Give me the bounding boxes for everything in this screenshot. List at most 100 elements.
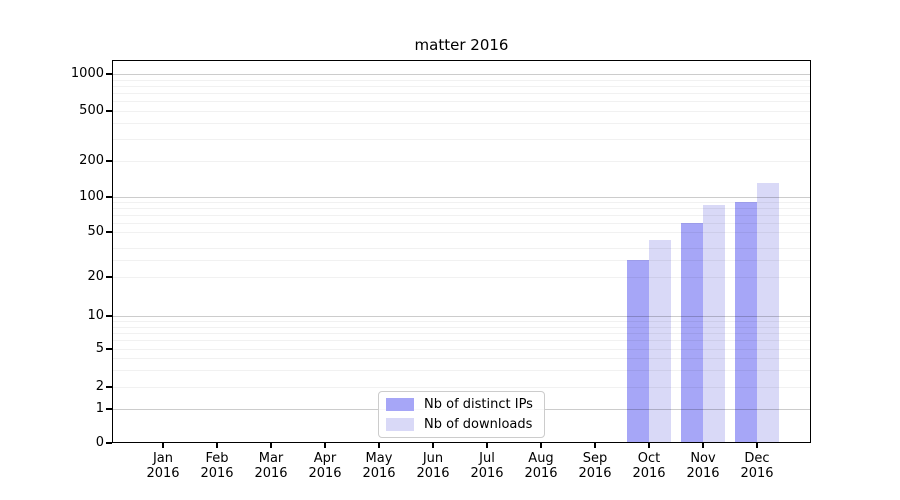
grid-line-minor xyxy=(112,332,811,334)
grid-line-minor xyxy=(112,277,811,278)
grid-line-minor xyxy=(112,370,811,371)
grid-line-minor xyxy=(112,232,811,233)
y-tick-mark xyxy=(106,160,112,162)
x-tick-label: Oct 2016 xyxy=(619,451,679,481)
x-tick-year: 2016 xyxy=(578,466,612,481)
x-tick-year: 2016 xyxy=(740,466,774,481)
x-tick-year: 2016 xyxy=(200,466,234,481)
grid-line-minor xyxy=(112,340,811,342)
y-tick-label: 20 xyxy=(87,269,104,284)
x-tick-month: Oct xyxy=(637,451,661,466)
plot-area xyxy=(112,60,811,443)
x-tick-year: 2016 xyxy=(686,466,720,481)
x-tick-mark xyxy=(378,443,380,448)
y-tick-mark xyxy=(106,196,112,198)
y-tick-mark xyxy=(106,231,112,233)
y-tick-mark xyxy=(106,110,112,112)
grid-line-minor xyxy=(112,101,811,103)
x-tick-month: Jan xyxy=(152,451,174,466)
x-tick-month: Aug xyxy=(528,451,554,466)
grid-line-minor xyxy=(112,326,811,328)
y-tick-label: 500 xyxy=(79,103,104,118)
x-tick-mark xyxy=(702,443,704,448)
grid-line-minor xyxy=(112,387,811,388)
bar-distinct-ips-dec xyxy=(735,202,757,443)
x-tick-year: 2016 xyxy=(416,466,450,481)
grid-line-minor xyxy=(112,222,811,224)
x-tick-label: Mar 2016 xyxy=(241,451,301,481)
x-tick-mark xyxy=(216,443,218,448)
legend-row: Nb of downloads xyxy=(386,418,544,431)
bar-downloads-nov xyxy=(703,205,725,443)
x-tick-label: Dec 2016 xyxy=(727,451,787,481)
x-tick-mark xyxy=(486,443,488,448)
y-tick-mark xyxy=(106,386,112,388)
x-tick-year: 2016 xyxy=(524,466,558,481)
x-tick-label: Jun 2016 xyxy=(403,451,463,481)
grid-line-minor xyxy=(112,349,811,350)
legend-row: Nb of distinct IPs xyxy=(386,398,544,411)
x-tick-mark xyxy=(648,443,650,448)
x-tick-mark xyxy=(756,443,758,448)
x-tick-year: 2016 xyxy=(362,466,396,481)
legend-label: Nb of downloads xyxy=(424,417,533,432)
x-tick-mark xyxy=(594,443,596,448)
x-tick-label: Jan 2016 xyxy=(133,451,193,481)
y-tick-mark xyxy=(106,442,112,444)
grid-line-minor xyxy=(112,111,811,112)
y-tick-label: 2 xyxy=(95,379,104,394)
grid-line-minor xyxy=(112,248,811,249)
grid-line-major xyxy=(112,316,811,317)
y-tick-label: 5 xyxy=(95,341,104,356)
bar-downloads-dec xyxy=(757,183,779,443)
legend-label: Nb of distinct IPs xyxy=(424,397,533,412)
x-tick-month: Apr xyxy=(313,451,337,466)
grid-line-minor xyxy=(112,93,811,95)
y-tick-label: 1000 xyxy=(70,66,104,81)
x-tick-mark xyxy=(540,443,542,448)
y-tick-mark xyxy=(106,408,112,410)
grid-line-minor xyxy=(112,358,811,359)
grid-line-minor xyxy=(112,161,811,162)
bar-distinct-ips-nov xyxy=(681,222,703,443)
x-tick-label: May 2016 xyxy=(349,451,409,481)
grid-line-minor xyxy=(112,321,811,323)
x-tick-label: Feb 2016 xyxy=(187,451,247,481)
x-tick-month: Nov xyxy=(690,451,716,466)
grid-line-minor xyxy=(112,260,811,261)
x-tick-month: Dec xyxy=(744,451,770,466)
grid-line-minor xyxy=(112,79,811,81)
x-tick-label: Jul 2016 xyxy=(457,451,517,481)
x-tick-mark xyxy=(324,443,326,448)
y-tick-mark xyxy=(106,348,112,350)
bar-downloads-oct xyxy=(649,239,671,443)
grid-line-minor xyxy=(112,138,811,140)
y-tick-label: 1 xyxy=(95,401,104,416)
legend-swatch-downloads xyxy=(386,418,414,431)
x-tick-year: 2016 xyxy=(308,466,342,481)
x-tick-year: 2016 xyxy=(254,466,288,481)
x-tick-mark xyxy=(270,443,272,448)
y-tick-label: 50 xyxy=(87,224,104,239)
y-tick-mark xyxy=(106,315,112,317)
x-tick-label: Aug 2016 xyxy=(511,451,571,481)
y-tick-mark xyxy=(106,276,112,278)
grid-line-minor xyxy=(112,215,811,216)
grid-line-major xyxy=(112,197,811,198)
x-tick-month: Jun xyxy=(422,451,444,466)
x-tick-mark xyxy=(162,443,164,448)
grid-line-major xyxy=(112,74,811,75)
grid-line-minor xyxy=(112,202,811,204)
chart-title: matter 2016 xyxy=(414,36,509,54)
x-tick-year: 2016 xyxy=(632,466,666,481)
y-tick-label: 0 xyxy=(95,435,104,450)
x-tick-mark xyxy=(432,443,434,448)
x-tick-label: Apr 2016 xyxy=(295,451,355,481)
y-tick-mark xyxy=(106,73,112,75)
grid-line-minor xyxy=(112,123,811,125)
grid-line-minor xyxy=(112,208,811,210)
x-tick-year: 2016 xyxy=(146,466,180,481)
x-tick-month: May xyxy=(365,451,393,466)
y-tick-label: 100 xyxy=(79,189,104,204)
